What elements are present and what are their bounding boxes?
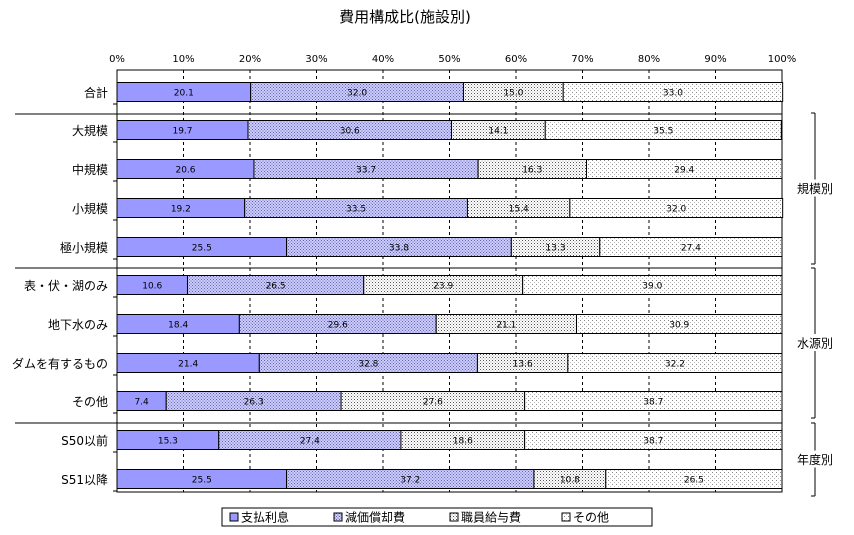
x-tick-label: 20% (239, 54, 261, 65)
group-label: 水源別 (797, 337, 833, 351)
x-tick-label: 50% (438, 54, 460, 65)
bar-segment (544, 120, 782, 140)
legend-swatch (229, 512, 239, 522)
data-label: 27.4 (681, 244, 701, 254)
bar-segment (585, 159, 783, 179)
data-label: 33.0 (663, 89, 683, 99)
category-label: 大規模 (72, 123, 108, 138)
data-label: 27.4 (300, 437, 320, 447)
category-label: 中規模 (72, 162, 108, 177)
data-label: 20.6 (175, 166, 195, 176)
bar-segment (524, 430, 783, 450)
legend-swatch (561, 512, 571, 522)
data-label: 15.3 (158, 437, 178, 447)
data-label: 33.8 (389, 244, 409, 254)
data-label: 33.7 (356, 166, 376, 176)
legend-label: 減価償却費 (345, 510, 405, 525)
data-label: 14.1 (488, 127, 508, 137)
legend: 支払利息 減価償却費 職員給与費 その他 (221, 507, 653, 527)
data-label: 32.0 (666, 205, 686, 215)
group-label-bg (797, 179, 835, 197)
category-label: 合計 (84, 85, 108, 100)
data-label: 15.0 (503, 89, 523, 99)
data-label: 10.8 (560, 476, 580, 486)
data-label: 32.0 (347, 89, 367, 99)
x-tick-label: 40% (372, 54, 394, 65)
bar-segment (567, 353, 783, 373)
data-label: 20.1 (174, 89, 194, 99)
bar-segment (576, 314, 783, 334)
x-axis-ticks: 0% 10% 20% 30% 40% 50% 60% 70% 80% 90% 100% (109, 54, 796, 65)
data-label: 37.2 (400, 476, 420, 486)
data-label: 29.6 (328, 321, 348, 331)
data-label: 26.5 (266, 282, 286, 292)
category-label: ダムを有するもの (12, 356, 108, 371)
x-tick-label: 90% (704, 54, 726, 65)
data-label: 26.3 (244, 398, 264, 408)
bar-segment (599, 237, 783, 257)
category-label: S51以降 (61, 473, 108, 487)
group-label: 年度別 (797, 452, 833, 467)
legend-swatch (449, 512, 459, 522)
legend-swatch (333, 512, 343, 522)
data-label: 32.2 (665, 360, 685, 370)
data-label: 30.9 (669, 321, 689, 331)
legend-label: 職員給与費 (461, 510, 521, 525)
bar-segment (522, 275, 783, 295)
data-label: 29.4 (674, 166, 694, 176)
legend-label: 支払利息 (241, 510, 289, 525)
data-label: 13.6 (513, 360, 533, 370)
group-label: 規模別 (797, 181, 833, 196)
category-label: その他 (72, 395, 108, 409)
data-label: 25.5 (192, 244, 212, 254)
data-label: 39.0 (642, 282, 662, 292)
x-tick-label: 60% (505, 54, 527, 65)
category-label: 表・伏・湖のみ (24, 278, 108, 293)
data-label: 27.6 (423, 398, 443, 408)
data-label: 19.2 (171, 205, 191, 215)
bar-segment (562, 82, 784, 102)
data-label: 23.9 (433, 282, 453, 292)
data-label: 18.4 (168, 321, 188, 331)
legend-label: その他 (573, 511, 609, 525)
data-label: 32.8 (358, 360, 378, 370)
chart-title: 費用構成比(施設別) (339, 8, 471, 26)
data-label: 19.7 (172, 127, 192, 137)
category-label: S50以前 (61, 433, 108, 448)
data-label: 33.5 (346, 205, 366, 215)
x-tick-label: 100% (768, 54, 797, 65)
data-label: 25.5 (192, 476, 212, 486)
bars: 20.1 32.0 15.0 33.0 19.7 30.6 14.1 35.5 20.6 33.7… (116, 82, 784, 489)
x-tick-label: 0% (109, 54, 125, 65)
category-label: 小規模 (72, 201, 108, 216)
x-tick-label: 80% (638, 54, 660, 65)
category-label: 地下水のみ (48, 318, 108, 332)
data-label: 38.7 (643, 437, 663, 447)
data-label: 38.7 (643, 398, 663, 408)
data-label: 18.6 (453, 437, 473, 447)
bar-segment (569, 198, 784, 218)
category-label: 極小規模 (60, 240, 108, 255)
bar-segment (605, 469, 783, 489)
x-tick-label: 70% (571, 54, 593, 65)
group-label-bg (797, 334, 835, 351)
data-label: 10.6 (142, 282, 162, 292)
bar-segment (524, 391, 783, 411)
data-label: 35.5 (653, 127, 673, 137)
data-label: 16.3 (522, 166, 542, 176)
data-label: 30.6 (340, 127, 360, 137)
data-label: 21.4 (178, 360, 198, 370)
group-label-bg (797, 450, 835, 468)
data-label: 15.4 (509, 205, 529, 215)
data-label: 21.1 (496, 321, 516, 331)
x-tick-label: 30% (305, 54, 327, 65)
data-label: 26.5 (684, 476, 704, 486)
data-label: 7.4 (134, 398, 149, 408)
data-label: 13.3 (546, 244, 566, 254)
legend-box (221, 507, 653, 527)
x-tick-label: 10% (172, 54, 194, 65)
